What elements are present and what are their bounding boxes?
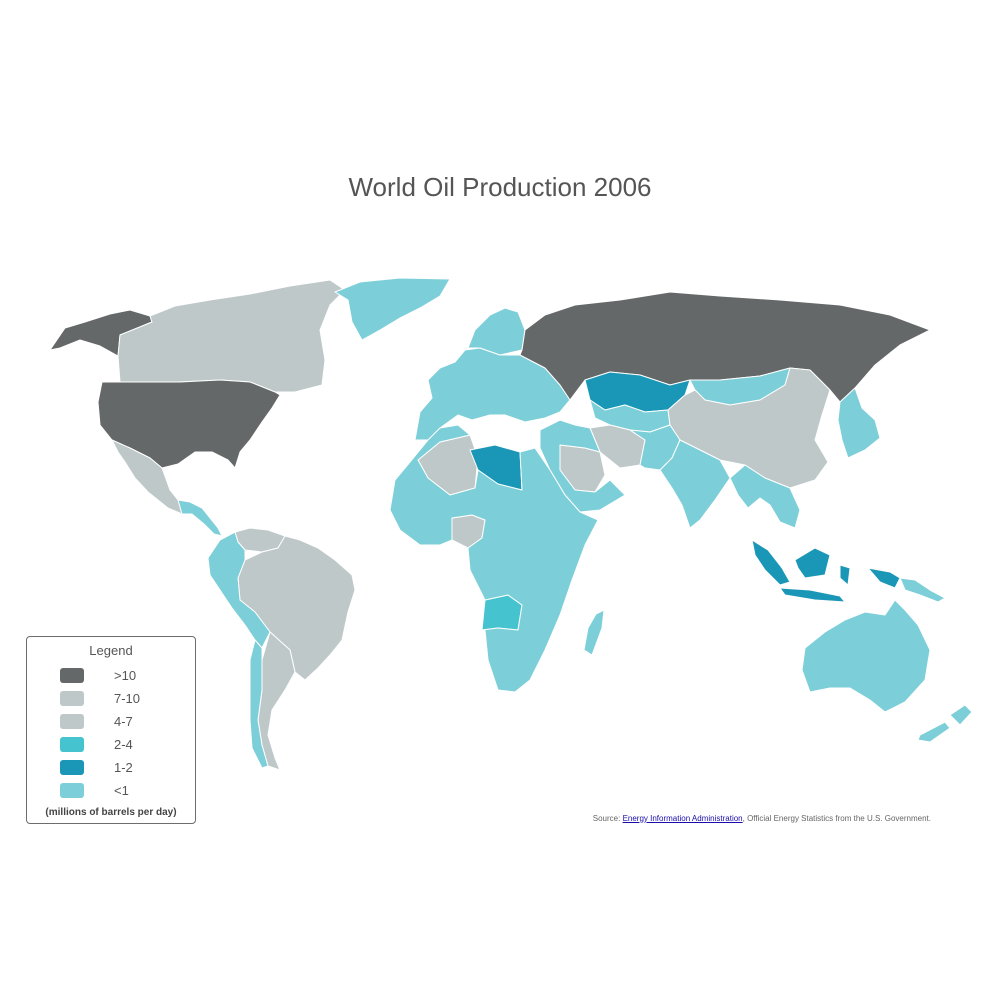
legend-swatch bbox=[60, 667, 84, 683]
legend-item-1-2: 1-2 bbox=[60, 759, 133, 775]
region-southeast-asia[interactable] bbox=[729, 464, 801, 529]
region-new-zealand[interactable] bbox=[917, 704, 973, 743]
source-suffix: , Official Energy Statistics from the U.… bbox=[742, 814, 931, 823]
legend-title: Legend bbox=[89, 643, 133, 658]
region-greenland[interactable] bbox=[334, 277, 451, 341]
region-southern-south-america[interactable] bbox=[249, 639, 269, 769]
legend-swatch bbox=[60, 782, 84, 798]
legend-item-gt10: >10 bbox=[60, 667, 136, 683]
region-africa[interactable] bbox=[389, 424, 599, 693]
source-link[interactable]: Energy Information Administration bbox=[622, 814, 743, 823]
legend-label: 7-10 bbox=[114, 690, 141, 706]
legend-item-lt1: <1 bbox=[60, 782, 129, 798]
legend-label: <1 bbox=[114, 782, 129, 798]
legend-box: Legend >10 7-10 4-7 2-4 1-2 <1 (millions… bbox=[26, 636, 196, 824]
legend-swatch bbox=[60, 713, 84, 729]
region-central-america[interactable] bbox=[177, 499, 223, 537]
region-canada[interactable] bbox=[117, 279, 346, 393]
region-scandinavia[interactable] bbox=[467, 307, 526, 356]
region-indonesia[interactable] bbox=[751, 539, 901, 603]
legend-units-note: (millions of barrels per day) bbox=[45, 807, 177, 818]
legend-swatch bbox=[60, 759, 84, 775]
region-papua[interactable] bbox=[899, 577, 946, 603]
legend-item-2-4: 2-4 bbox=[60, 736, 133, 752]
region-madagascar[interactable] bbox=[583, 609, 605, 656]
legend-label: 1-2 bbox=[114, 759, 133, 775]
region-japan-korea[interactable] bbox=[837, 387, 881, 459]
source-prefix: Source: bbox=[592, 814, 623, 823]
legend-label: 2-4 bbox=[114, 736, 133, 752]
legend-item-7-10: 7-10 bbox=[60, 690, 140, 706]
region-india[interactable] bbox=[659, 439, 731, 529]
region-australia[interactable] bbox=[801, 599, 931, 713]
legend-swatch bbox=[60, 690, 84, 706]
legend-label: >10 bbox=[114, 667, 137, 683]
map-title: World Oil Production 2006 bbox=[348, 172, 652, 202]
source-credit: Source: Energy Information Administratio… bbox=[593, 814, 931, 823]
legend-item-4-7: 4-7 bbox=[60, 713, 133, 729]
legend-label: 4-7 bbox=[114, 713, 133, 729]
legend-swatch bbox=[60, 736, 84, 752]
